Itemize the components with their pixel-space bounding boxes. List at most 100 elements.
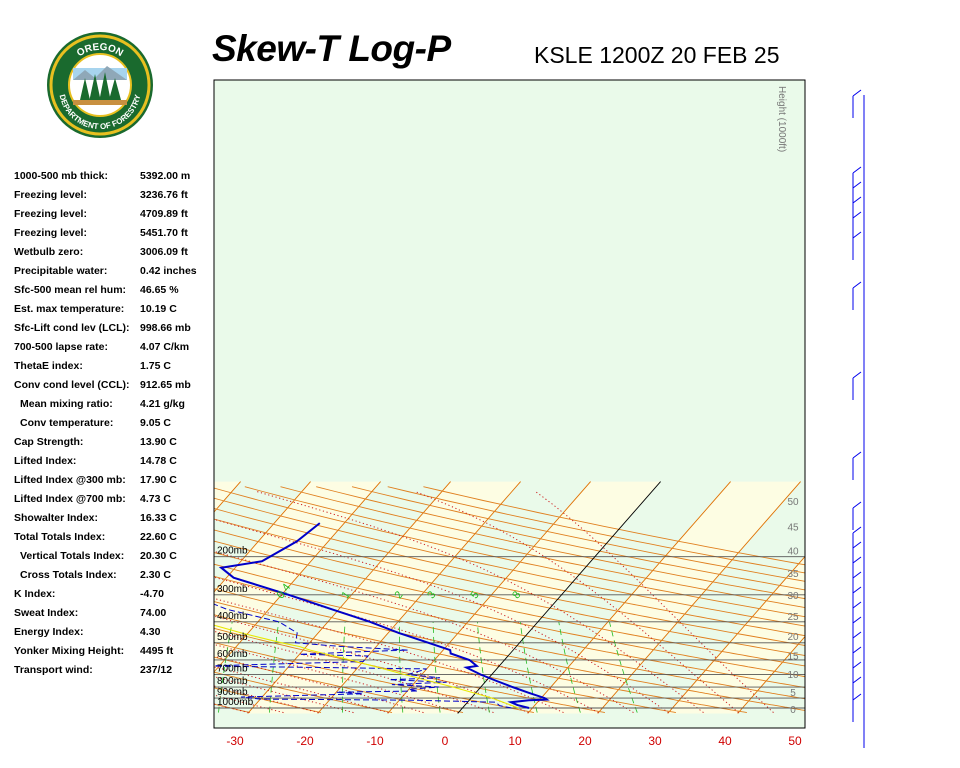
dry-adiabat (214, 518, 805, 646)
index-row: Transport wind: 237/12 (14, 661, 209, 680)
index-label: ThetaE index: (14, 360, 83, 372)
wind-barb-feather (852, 281, 862, 289)
dry-adiabat (214, 614, 676, 714)
pressure-label: 900mb (217, 687, 248, 698)
isotherm-line (808, 482, 960, 714)
index-label: Precipitable water: (14, 265, 108, 277)
band-yellow (247, 481, 521, 714)
index-label: Freezing level: (14, 227, 87, 239)
temperature-axis: -30 -20 -10 0 10 20 30 40 50 (226, 734, 802, 748)
index-value: 4709.89 ft (140, 208, 188, 220)
index-value: -4.70 (140, 588, 164, 600)
index-value: 912.65 mb (140, 379, 191, 391)
mixing-ratio-line (519, 621, 538, 713)
index-value: 74.00 (140, 607, 167, 619)
wind-barb-feather (852, 181, 862, 189)
wind-barb-feather (852, 451, 862, 459)
index-label: Wetbulb zero: (14, 246, 84, 258)
dry-adiabat (214, 540, 805, 667)
index-label: Cross Totals Index: (20, 569, 117, 581)
height-tick-label: 25 (787, 612, 799, 623)
index-value: 5392.00 m (140, 170, 191, 182)
index-row: Lifted Index @300 mb: 17.90 C (14, 471, 209, 490)
index-value: 22.60 C (140, 531, 177, 543)
index-row: Freezing level: 4709.89 ft (14, 205, 209, 224)
index-row: K Index: -4.70 (14, 585, 209, 604)
index-row: Conv cond level (CCL): 912.65 mb (14, 376, 209, 395)
index-value: 46.65 % (140, 284, 179, 296)
dry-adiabat (214, 656, 464, 714)
index-value: 17.90 C (140, 474, 177, 486)
index-label: Transport wind: (14, 664, 93, 676)
dry-adiabat (214, 497, 805, 627)
index-label: Showalter Index: (14, 512, 99, 524)
isotherm-line (214, 481, 381, 673)
index-row: ThetaE index: 1.75 C (14, 357, 209, 376)
index-row: Showalter Index: 16.33 C (14, 509, 209, 528)
index-label: Conv cond level (CCL): (14, 379, 130, 391)
mixing-ratio-label: 5 (469, 589, 482, 601)
index-value: 9.05 C (140, 417, 171, 429)
wind-barb-feather (852, 541, 862, 549)
moist-adiabat (214, 518, 669, 714)
mixing-ratio-line (399, 621, 404, 713)
index-label: Energy Index: (14, 626, 84, 638)
index-row: Total Totals Index: 22.60 C (14, 528, 209, 547)
index-label: Est. max temperature: (14, 303, 125, 315)
dry-adiabat (214, 601, 747, 714)
height-axis-label: Height (1000ft) (776, 86, 787, 152)
moist-adiabat (214, 576, 599, 714)
temperature-tick-label: -20 (296, 734, 314, 748)
wind-barb-feather (852, 371, 862, 379)
index-row: Freezing level: 5451.70 ft (14, 224, 209, 243)
temperature-tick-label: 10 (508, 734, 522, 748)
wind-barb-feather (852, 501, 862, 509)
index-row: Lifted Index: 14.78 C (14, 452, 209, 471)
index-value: 2.30 C (140, 569, 171, 581)
index-row: Cap Strength: 13.90 C (14, 433, 209, 452)
isotherm-line (214, 481, 311, 593)
height-tick-label: 50 (787, 497, 799, 508)
pressure-label: 200mb (217, 546, 248, 557)
height-tick-label: 10 (787, 670, 799, 681)
moist-adiabat (214, 630, 494, 714)
index-row: Vertical Totals Index: 20.30 C (14, 547, 209, 566)
index-value: 14.78 C (140, 455, 177, 467)
dry-adiabat (351, 486, 805, 582)
pressure-label: 300mb (217, 584, 248, 595)
index-label: 1000-500 mb thick: (14, 170, 108, 182)
temperature-tick-label: 40 (718, 734, 732, 748)
index-value: 3236.76 ft (140, 189, 188, 201)
temperature-tick-label: 50 (788, 734, 802, 748)
wind-barb-feather (852, 166, 862, 174)
oregon-forestry-logo: OREGON DEPARTMENT OF FORESTRY (47, 32, 153, 138)
mixing-ratio-line (477, 621, 490, 713)
index-value: 4.07 C/km (140, 341, 190, 353)
mixing-ratio-line (609, 621, 638, 713)
index-label: Vertical Totals Index: (20, 550, 125, 562)
wind-barb-feather (852, 693, 862, 701)
index-label: Freezing level: (14, 208, 87, 220)
dry-adiabat (214, 575, 805, 700)
temperature-tick-label: -30 (226, 734, 244, 748)
band-yellow (808, 482, 960, 714)
chart-title: Skew-T Log-P (212, 28, 451, 69)
index-row: Energy Index: 4.30 (14, 623, 209, 642)
wind-barb-feather (852, 646, 862, 654)
index-label: Conv temperature: (20, 417, 114, 429)
wind-barb-feather (852, 556, 862, 564)
wind-barb-feather (852, 616, 862, 624)
index-row: Mean mixing ratio: 4.21 g/kg (14, 395, 209, 414)
index-label: Mean mixing ratio: (20, 398, 113, 410)
logo-top-text: OREGON (75, 42, 125, 59)
dry-adiabat (316, 486, 805, 591)
zero-isotherm (457, 481, 661, 714)
index-value: 20.30 C (140, 550, 177, 562)
wind-barb-feather (852, 89, 862, 97)
sounding-traces (214, 522, 550, 709)
mixing-ratio-line (558, 621, 581, 713)
mixing-ratio-line (269, 621, 280, 713)
index-row: 700-500 lapse rate: 4.07 C/km (14, 338, 209, 357)
wind-barb-feather (852, 196, 862, 204)
moist-adiabat (214, 550, 634, 714)
